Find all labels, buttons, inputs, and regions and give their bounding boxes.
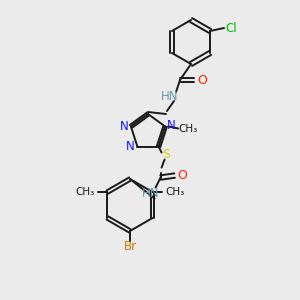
Text: O: O: [197, 74, 207, 86]
Text: CH₃: CH₃: [178, 124, 198, 134]
Text: Cl: Cl: [225, 22, 237, 34]
Text: S: S: [163, 148, 171, 161]
Text: HN: HN: [161, 89, 179, 103]
Text: Br: Br: [123, 241, 136, 254]
Text: N: N: [126, 140, 135, 153]
Text: HN: HN: [142, 187, 159, 200]
Text: O: O: [178, 169, 188, 182]
Text: CH₃: CH₃: [165, 187, 184, 197]
Text: N: N: [119, 120, 128, 133]
Text: CH₃: CH₃: [76, 187, 95, 197]
Text: N: N: [167, 119, 176, 132]
